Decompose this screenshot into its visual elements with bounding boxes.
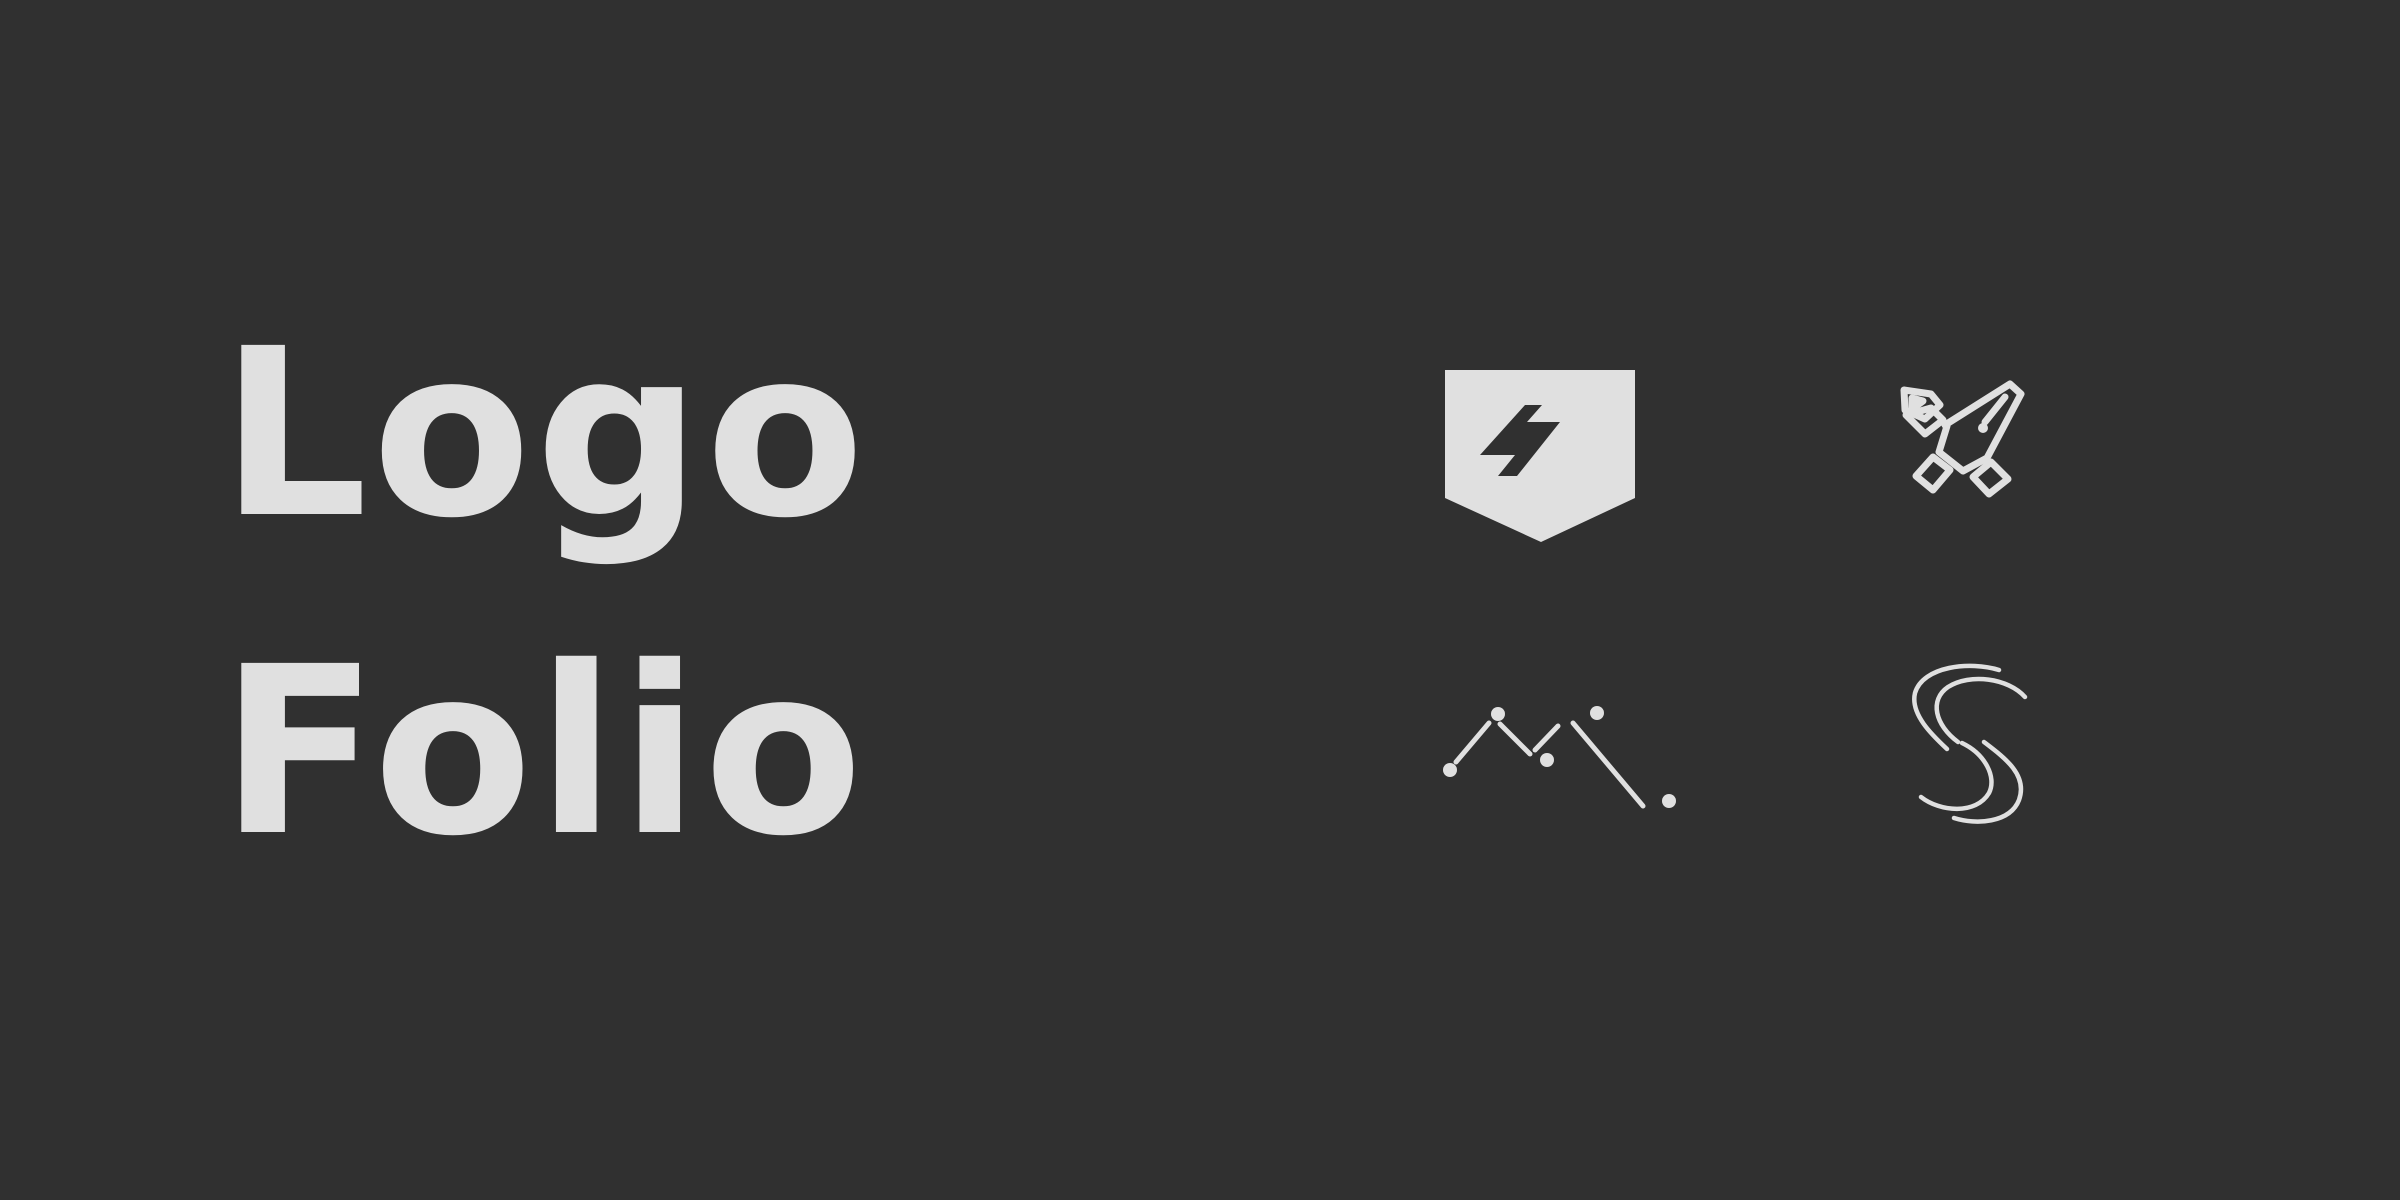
wordmark-line-2: Folio bbox=[220, 617, 867, 887]
wordmark-line-1: Logo bbox=[220, 299, 869, 569]
mountain-peaks-icon bbox=[1443, 706, 1676, 809]
sword-icon bbox=[1900, 380, 2025, 498]
swirl-s-icon bbox=[1912, 663, 2028, 824]
shield-lightning-icon bbox=[1445, 370, 1635, 542]
